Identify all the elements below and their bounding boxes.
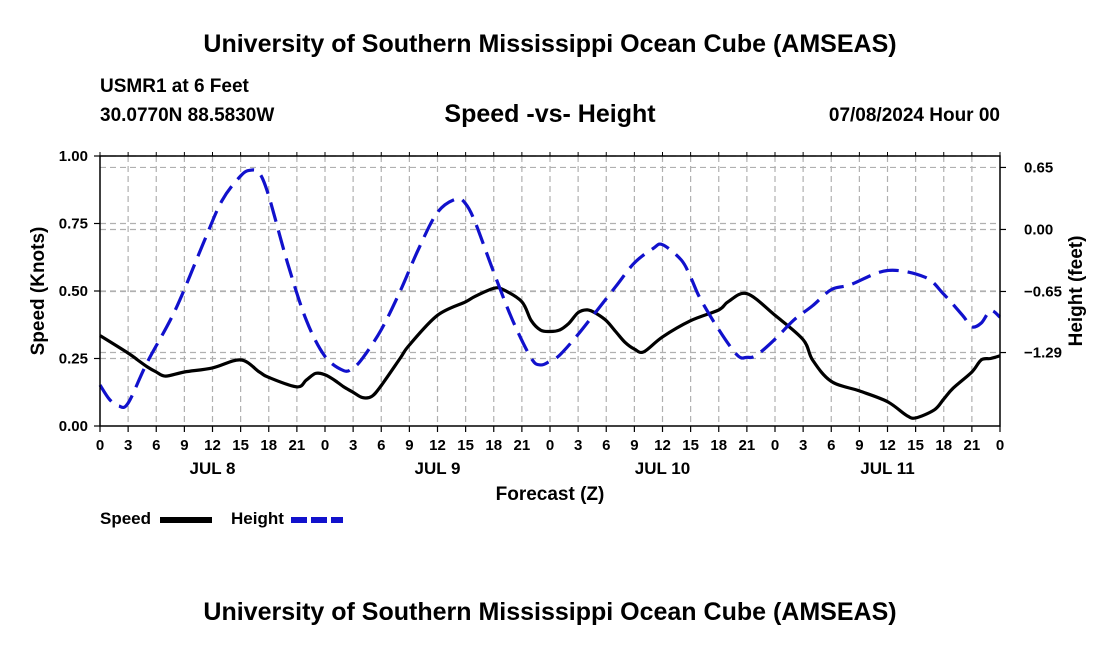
x-tick-label: 9: [405, 437, 413, 454]
station-label: USMR1 at 6 Feet: [100, 76, 249, 97]
legend-speed-label: Speed: [100, 509, 152, 528]
axis-labels: Forecast (Z) Speed (Knots) Height (feet)…: [28, 148, 1087, 505]
x-tick-label: 0: [996, 437, 1004, 454]
y-right-tick-label: 0.65: [1024, 159, 1053, 176]
day-label: JUL 11: [860, 459, 915, 478]
x-tick-label: 0: [321, 437, 329, 454]
x-tick-label: 21: [514, 437, 531, 454]
y-left-tick-label: 1.00: [59, 148, 88, 165]
x-tick-label: 15: [232, 437, 249, 454]
x-tick-label: 18: [260, 437, 277, 454]
speed-series-line: [99, 286, 1001, 420]
x-tick-label: 6: [152, 437, 160, 454]
x-tick-label: 3: [349, 437, 357, 454]
x-tick-label: 0: [96, 437, 104, 454]
x-tick-label: 18: [485, 437, 502, 454]
x-tick-label: 12: [654, 437, 671, 454]
x-tick-label: 12: [879, 437, 896, 454]
x-tick-label: 9: [180, 437, 188, 454]
series-layer: [98, 168, 1002, 420]
x-tick-label: 3: [799, 437, 807, 454]
y-left-tick-label: 0.75: [59, 216, 88, 233]
x-tick-label: 0: [546, 437, 554, 454]
station-coordinates: 30.0770N 88.5830W: [100, 105, 275, 126]
x-tick-label: 0: [771, 437, 779, 454]
chart-subtitle: Speed -vs- Height: [444, 100, 656, 128]
legend-height-swatch: [291, 517, 343, 523]
x-tick-label: 15: [682, 437, 699, 454]
legend-speed-swatch: [160, 517, 212, 523]
tick-marks: [94, 152, 1006, 432]
footer-title: University of Southern Mississippi Ocean…: [203, 598, 897, 626]
x-tick-label: 15: [457, 437, 474, 454]
x-tick-label: 12: [429, 437, 446, 454]
x-tick-label: 9: [630, 437, 638, 454]
y-axis-left-label: Speed (Knots): [28, 227, 49, 356]
x-tick-label: 21: [964, 437, 981, 454]
day-label: JUL 9: [415, 459, 461, 478]
grid-lines: [100, 155, 1000, 426]
x-tick-label: 6: [602, 437, 610, 454]
chart-main-title: University of Southern Mississippi Ocean…: [203, 30, 897, 58]
y-right-tick-label: −1.29: [1024, 345, 1062, 362]
x-tick-label: 21: [289, 437, 306, 454]
y-right-tick-label: 0.00: [1024, 221, 1053, 238]
day-label: JUL 8: [190, 459, 236, 478]
x-tick-label: 9: [855, 437, 863, 454]
y-right-tick-label: −0.65: [1024, 283, 1062, 300]
x-tick-label: 6: [827, 437, 835, 454]
day-label: JUL 10: [635, 459, 690, 478]
x-tick-label: 12: [204, 437, 221, 454]
y-axis-right-label: Height (feet): [1066, 236, 1087, 347]
x-tick-label: 18: [935, 437, 952, 454]
x-tick-label: 15: [907, 437, 924, 454]
x-axis-label: Forecast (Z): [496, 484, 605, 505]
forecast-datetime: 07/08/2024 Hour 00: [828, 105, 1000, 126]
x-tick-label: 21: [739, 437, 756, 454]
y-left-tick-label: 0.00: [59, 418, 88, 435]
y-left-tick-label: 0.50: [59, 283, 88, 300]
x-tick-label: 3: [124, 437, 132, 454]
y-left-tick-label: 0.25: [59, 351, 88, 368]
x-tick-label: 6: [377, 437, 385, 454]
height-series-line: [98, 168, 1002, 410]
legend-height-label: Height: [231, 509, 284, 528]
x-tick-label: 18: [710, 437, 727, 454]
x-tick-label: 3: [574, 437, 582, 454]
